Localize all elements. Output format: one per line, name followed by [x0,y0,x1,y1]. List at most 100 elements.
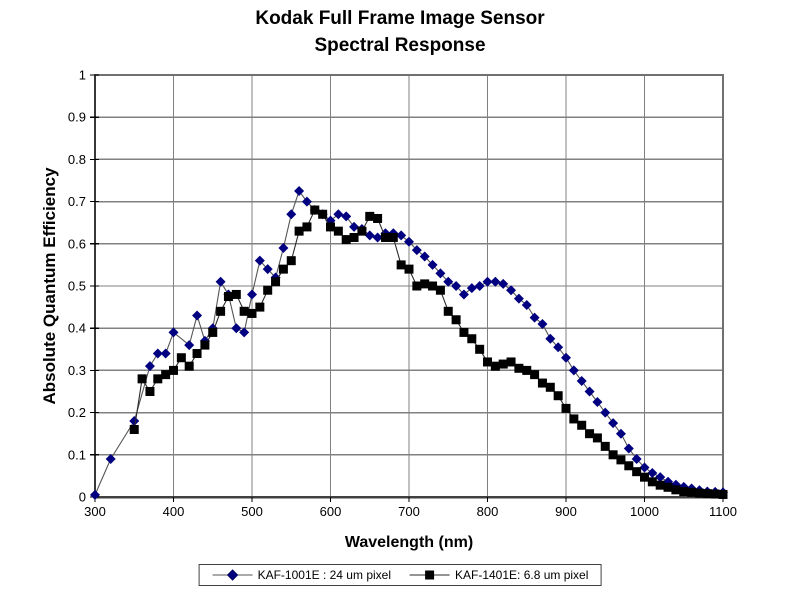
series-kaf-1001e [90,186,728,500]
svg-text:700: 700 [398,504,420,519]
data-point-marker [545,333,556,344]
data-point-marker [144,361,155,372]
data-point-marker [514,363,524,373]
data-point-marker [216,306,226,316]
data-point-marker [372,232,383,243]
data-point-marker [513,293,524,304]
data-point-marker [608,450,618,460]
data-point-marker [663,482,673,492]
svg-text:600: 600 [320,504,342,519]
data-point-marker [215,276,226,287]
data-point-marker [278,243,289,254]
legend-item-kaf-1001e: KAF-1001E : 24 um pixel [212,568,391,582]
data-point-marker [404,236,414,247]
svg-text:0.9: 0.9 [68,110,86,125]
data-point-marker [263,285,273,295]
svg-text:0.8: 0.8 [68,152,86,167]
data-point-marker [90,489,100,500]
data-point-marker [466,283,477,294]
data-point-marker [137,374,147,384]
data-point-marker [483,357,492,367]
data-point-marker [419,251,430,262]
svg-text:500: 500 [241,504,263,519]
gridlines [95,75,723,497]
data-point-marker [687,487,697,497]
data-point-marker [506,357,516,367]
svg-text:900: 900 [555,504,577,519]
data-point-marker [129,416,140,427]
data-point-marker [152,348,163,359]
data-point-marker [200,340,210,350]
data-point-marker [671,485,681,495]
data-point-marker [302,222,312,232]
data-point-marker [459,327,469,337]
data-point-marker [254,255,265,266]
data-point-marker [631,454,642,465]
data-point-marker [105,454,116,465]
data-point-marker [474,281,485,291]
data-point-marker [341,235,351,245]
data-point-marker [521,299,532,310]
data-point-marker [365,211,375,221]
data-point-marker [318,209,328,219]
x-axis [93,495,724,502]
data-point-marker [184,361,194,371]
svg-text:0.4: 0.4 [68,321,86,336]
svg-text:0.1: 0.1 [68,447,86,462]
data-point-marker [482,276,493,287]
data-point-marker [341,211,352,222]
x-tick-labels: 300 400 500 600 700 800 900 1000 1100 [84,504,737,519]
data-point-marker [537,378,547,388]
svg-text:1100: 1100 [709,504,737,519]
chart-title-line2: Spectral Response [314,35,486,56]
data-point-marker [310,205,320,215]
legend: KAF-1001E : 24 um pixel KAF-1401E: 6.8 u… [198,564,602,586]
data-point-marker [718,489,728,499]
data-point-marker [561,352,571,363]
data-point-marker [412,281,422,291]
data-point-marker [553,391,563,401]
data-point-marker [247,308,257,318]
data-point-marker [160,348,171,359]
data-point-marker [373,213,383,223]
data-point-marker [239,306,249,316]
data-point-marker [679,487,689,497]
data-point-marker [647,477,657,487]
data-point-marker [600,407,611,418]
data-point-marker [176,353,186,363]
data-point-marker [616,455,626,465]
data-point-marker [451,315,461,325]
data-point-marker [475,344,485,354]
data-point-marker [577,420,587,430]
svg-text:0.5: 0.5 [68,279,86,294]
data-point-marker [223,292,233,302]
data-point-marker [592,397,603,408]
data-point-marker [553,342,564,353]
data-point-marker [451,281,462,291]
y-tick-labels: 0 0.1 0.2 0.3 0.4 0.5 0.6 0.7 0.8 0.9 1 [68,68,86,505]
data-point-marker [231,323,242,334]
data-point-marker [632,467,642,477]
data-point-marker [428,281,438,291]
data-point-marker [326,222,335,232]
svg-text:0: 0 [79,490,86,505]
data-point-marker [255,302,265,312]
y-axis [90,74,99,498]
legend-item-kaf-1401e: KAF-1401E: 6.8 um pixel [409,568,588,582]
data-point-marker [443,306,453,316]
data-point-marker [169,365,178,375]
data-point-marker [145,387,155,396]
data-point-marker [498,278,509,289]
svg-text:400: 400 [163,504,185,519]
data-point-marker [404,264,414,274]
data-point-marker [647,467,658,478]
data-point-marker [435,285,445,295]
data-point-marker [490,361,500,371]
data-point-marker [585,429,595,439]
data-point-marker [427,259,438,270]
data-point-marker [294,186,305,197]
data-point-marker [380,232,390,242]
legend-label-kaf-1401e: KAF-1401E: 6.8 um pixel [455,568,589,582]
